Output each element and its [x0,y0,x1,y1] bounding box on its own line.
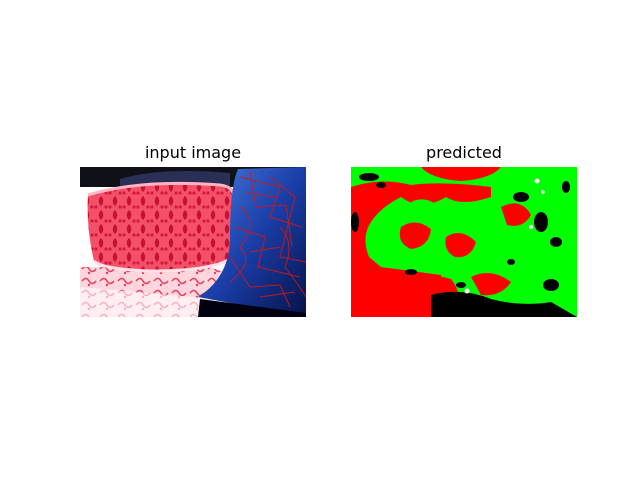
input-image-title: input image [144,143,242,162]
predicted-mask [351,167,577,317]
predicted-title: predicted [426,143,502,162]
input-image-graphic [80,167,306,317]
input-image [80,167,306,317]
predicted-mask-graphic [351,167,577,317]
